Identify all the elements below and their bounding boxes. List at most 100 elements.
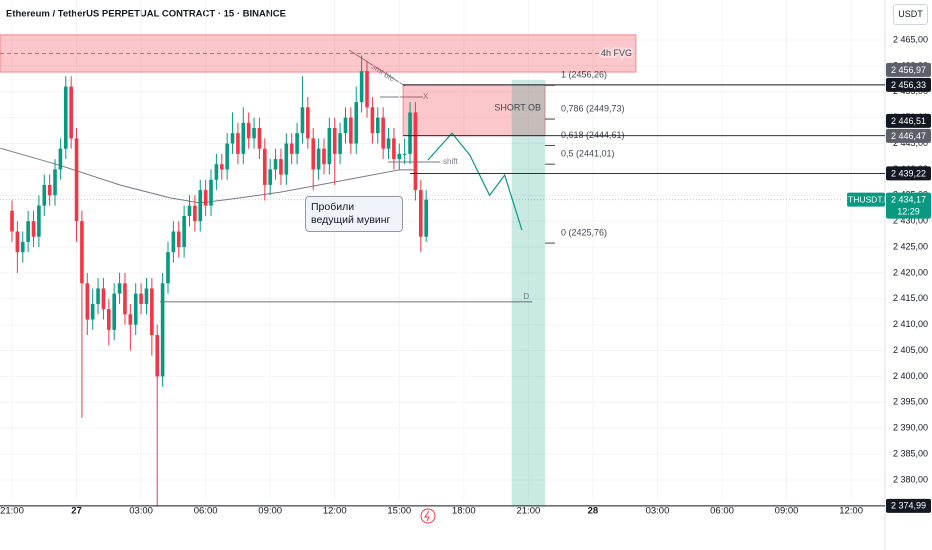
y-tick-label: 2 425,00	[893, 241, 928, 251]
candle-body	[273, 159, 278, 170]
candle-body	[139, 293, 143, 304]
candle-body	[128, 314, 133, 325]
projection-path	[427, 132, 523, 231]
y-tick-label: 2 390,00	[893, 423, 928, 433]
y-tick-label: 2 395,00	[893, 397, 928, 407]
price-tag	[886, 166, 931, 181]
candle-body	[365, 71, 369, 108]
x-label: X	[423, 92, 429, 101]
y-tick-label: 2 410,00	[893, 319, 928, 329]
x-tick-label: 06:00	[194, 506, 218, 517]
current-price-label: 2 434,17	[891, 194, 926, 204]
price-tag	[886, 77, 931, 92]
symbol-tag	[847, 192, 885, 207]
candle-body	[209, 179, 213, 206]
candle-body	[332, 127, 337, 154]
plot-layer: D 1 (2456,26) 0,786 (2449,73) 0,618 (2444,6…	[0, 0, 885, 507]
level-label: D	[523, 292, 529, 301]
zone-label: SHORT OB	[494, 102, 541, 112]
x-tick-label: 21:00	[0, 506, 24, 517]
y-tick-label: 2 465,00	[893, 34, 928, 44]
event-icon[interactable]	[420, 508, 436, 524]
candle-body	[268, 169, 272, 185]
callout: Пробили ведущий мувинг	[305, 196, 403, 232]
candle-body	[424, 199, 428, 237]
candle-body	[386, 138, 391, 149]
y-tick-label: 2 420,00	[893, 267, 928, 277]
candle-body	[375, 117, 380, 134]
candle-body	[413, 112, 418, 191]
y-tick-label: 2 380,00	[893, 474, 928, 484]
price-tag-label: 2 374,99	[891, 501, 926, 511]
x-tick-label: 09:00	[775, 506, 799, 517]
y-tick-label: 2 385,00	[893, 448, 928, 458]
candle-body	[402, 153, 407, 155]
candle-body	[418, 190, 423, 237]
candle-body	[230, 133, 235, 144]
candle-body	[15, 231, 20, 253]
candle-body	[176, 231, 181, 248]
candle-body	[359, 71, 364, 103]
candle-body	[150, 288, 154, 336]
candle-body	[74, 138, 79, 222]
y-tick-label: 2 430,00	[893, 216, 928, 226]
x-tick-label: 21:00	[516, 506, 540, 517]
candle-body	[69, 86, 73, 139]
candle-body	[381, 117, 385, 149]
candle-body	[193, 205, 197, 222]
price-tag-label: 2 446,47	[891, 131, 926, 141]
shift-label: shift	[443, 157, 458, 166]
candle-body	[123, 283, 127, 315]
candle-body	[63, 86, 68, 149]
x-tick-label: 06:00	[710, 506, 734, 517]
candle-body	[225, 143, 229, 170]
y-tick-label: 2 415,00	[893, 293, 928, 303]
candle-body	[101, 288, 106, 310]
x-tick-label: 09:00	[258, 506, 282, 517]
candle-body	[392, 138, 396, 160]
fib-label: 0 (2425,76)	[561, 227, 607, 237]
candle-body	[236, 133, 240, 154]
candle-body	[279, 159, 283, 175]
candle-body	[20, 241, 25, 253]
candle-body	[107, 309, 111, 330]
candle-body	[90, 303, 95, 320]
candle-body	[85, 283, 90, 320]
candle-body	[42, 184, 47, 206]
y-tick-label: 2 405,00	[893, 345, 928, 355]
candle-body	[338, 133, 342, 154]
currency-button[interactable]: USDT	[893, 4, 928, 25]
fib-label: 0,786 (2449,73)	[561, 103, 625, 113]
zone-label: 4h FVG	[601, 48, 632, 58]
fib-label: 0,5 (2441,01)	[561, 149, 615, 159]
candle-body	[171, 231, 176, 253]
price-tag	[886, 498, 931, 513]
candle-body	[300, 107, 305, 134]
candle-body	[343, 117, 348, 134]
candle-body	[370, 107, 375, 134]
candle-body	[37, 205, 41, 237]
y-tick-label: 2 400,00	[893, 371, 928, 381]
candle-body	[47, 184, 52, 196]
candle-body	[263, 148, 267, 185]
candle-body	[289, 143, 294, 154]
chart-title: Ethereum / TetherUS PERPETUAL CONTRACT ·…	[6, 9, 286, 20]
price-tag	[886, 128, 931, 143]
countdown-label: 12:29	[897, 206, 920, 216]
candle-body	[182, 215, 186, 248]
candle-body	[112, 293, 116, 330]
x-tick-label: 12:00	[323, 506, 347, 517]
candle-body	[80, 221, 84, 284]
candle-body	[257, 127, 262, 149]
price-tag-label: 2 439,22	[891, 168, 926, 178]
candle-body	[241, 122, 246, 154]
candle-body	[327, 127, 332, 165]
price-tag	[886, 62, 931, 77]
candle-body	[354, 102, 359, 144]
candle-body	[349, 117, 353, 144]
zone	[511, 79, 546, 506]
candle-body	[397, 153, 402, 160]
candle-body	[311, 138, 316, 170]
candle-body	[316, 148, 321, 170]
candle-body	[252, 127, 256, 139]
